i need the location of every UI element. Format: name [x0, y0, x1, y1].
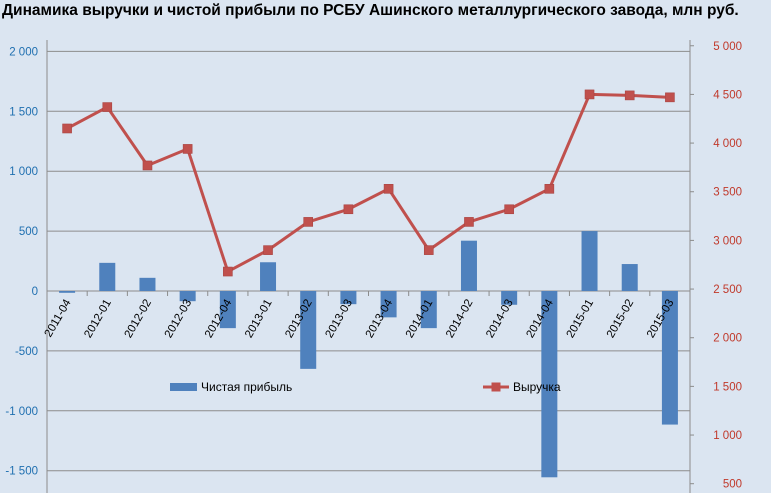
x-tick-label: 2015-01 [565, 298, 597, 341]
bar [99, 262, 116, 291]
y-right-tick-label: 1 000 [713, 430, 742, 442]
revenue-point [263, 245, 273, 255]
legend-label-revenue: Выручка [513, 380, 561, 394]
revenue-point [62, 123, 72, 134]
revenue-point [504, 204, 514, 215]
revenue-point [584, 89, 595, 100]
revenue-point [464, 217, 474, 227]
bar [501, 291, 518, 305]
revenue-point [182, 144, 193, 154]
y-right-tick-label: 2 500 [713, 284, 742, 296]
revenue-line [66, 92, 670, 274]
x-tick-label: 2012-03 [163, 298, 195, 341]
chart-title: Динамика выручки и чистой прибыли по РСБ… [2, 2, 739, 19]
bar [541, 291, 558, 478]
x-tick-label: 2014-02 [444, 298, 476, 341]
y-left-tick-label: 1 500 [9, 106, 38, 118]
x-tick-label: 2013-04 [364, 297, 396, 340]
bar [219, 291, 236, 329]
legend-label-profit: Чистая прибыль [201, 380, 292, 394]
y-right-tick-label: 3 500 [713, 187, 742, 199]
y-left-tick-label: 0 [32, 286, 38, 298]
revenue-point [102, 102, 113, 112]
y-left-tick-label: -1 000 [5, 406, 38, 418]
bar [59, 291, 76, 293]
bar [260, 262, 277, 291]
x-tick-label: 2012-02 [123, 298, 155, 341]
y-right-tick-label: 5 000 [713, 41, 742, 53]
y-right-tick-label: 2 000 [713, 333, 742, 345]
y-left-tick-label: -1 500 [5, 466, 38, 478]
y-right-tick-label: 4 500 [713, 89, 742, 101]
y-right-tick-label: 1 500 [713, 381, 742, 393]
x-tick-label: 2012-01 [82, 298, 114, 341]
revenue-point [624, 90, 635, 101]
x-tick-label: 2015-02 [605, 298, 637, 341]
bar [621, 264, 638, 291]
bar [340, 291, 357, 305]
y-left-tick-label: 2 000 [9, 46, 38, 58]
y-right-tick-label: 500 [723, 479, 742, 491]
revenue-point [665, 92, 675, 103]
bar [380, 291, 397, 318]
bar [581, 231, 598, 291]
revenue-point [142, 160, 153, 171]
bar [661, 291, 678, 425]
legend-swatch-profit [170, 383, 197, 391]
y-right-tick-label: 3 000 [713, 235, 742, 247]
y-right-tick-label: 4 000 [713, 138, 742, 150]
x-tick-label: 2013-01 [243, 298, 275, 341]
revenue-point [303, 217, 314, 227]
revenue-point [343, 204, 354, 215]
y-left-tick-label: -500 [15, 346, 38, 358]
bar [179, 291, 196, 302]
legend-marker-revenue [491, 382, 501, 392]
x-tick-label: 2014-03 [484, 298, 516, 341]
x-tick-label: 2013-03 [324, 298, 356, 341]
bar [300, 291, 317, 369]
revenue-point [383, 184, 394, 194]
bar [420, 291, 437, 329]
bar [460, 240, 477, 291]
revenue-point [423, 245, 434, 255]
bar [139, 277, 156, 291]
revenue-point [223, 266, 233, 277]
revenue-point [544, 184, 555, 194]
y-left-tick-label: 1 000 [9, 166, 38, 178]
y-left-tick-label: 500 [19, 226, 38, 238]
